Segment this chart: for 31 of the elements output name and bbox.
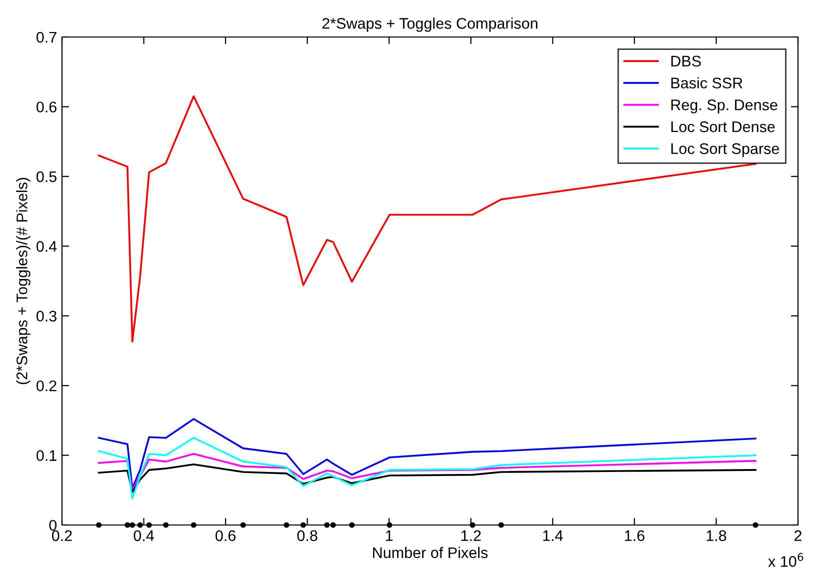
- y-axis-title: (2*Swaps + Toggles)/(# Pixels): [16, 178, 30, 384]
- y-tick-label: 0.3: [36, 310, 56, 322]
- line-series: [98, 463, 756, 494]
- legend-label: Reg. Sp. Dense: [671, 100, 778, 114]
- x-tick-label: 1.6: [624, 530, 644, 542]
- y-tick-label: 0.1: [36, 450, 56, 461]
- y-tick-label: 0.4: [36, 241, 57, 252]
- y-tick-label: 0.7: [36, 32, 56, 43]
- text: x 10$^{6}$: [768, 552, 804, 567]
- legend-label: Loc Sort Dense: [671, 121, 775, 132]
- legend-label: DBS: [671, 56, 701, 67]
- x-axis-title: Number of Pixels: [373, 546, 488, 558]
- x-tick-label: 1.4: [543, 530, 563, 541]
- y-tick-label: 0: [49, 520, 57, 531]
- y-tick-label: 0.2: [36, 380, 56, 392]
- x-tick-label: 1.8: [706, 530, 726, 542]
- chart-title: 2*Swaps + Toggles Comparison: [322, 18, 538, 32]
- y-tick-label: 0.6: [36, 102, 56, 112]
- x-tick-label: 0.6: [216, 530, 236, 542]
- x-tick-label: 0.2: [52, 530, 72, 542]
- x-tick-label: 2: [794, 530, 802, 541]
- line-series: [98, 418, 756, 489]
- x-tick-label: 0.4: [134, 530, 154, 542]
- legend-label: Basic SSR: [671, 77, 742, 88]
- x-tick-label: 1.2: [461, 530, 481, 541]
- line-series: [98, 452, 756, 492]
- y-tick-label: 0.5: [36, 171, 56, 182]
- legend-label: Loc Sort Sparse: [671, 143, 779, 158]
- x-tick-label: 1: [386, 530, 393, 541]
- x-tick-label: 0.8: [297, 530, 318, 542]
- line-series: [98, 436, 756, 500]
